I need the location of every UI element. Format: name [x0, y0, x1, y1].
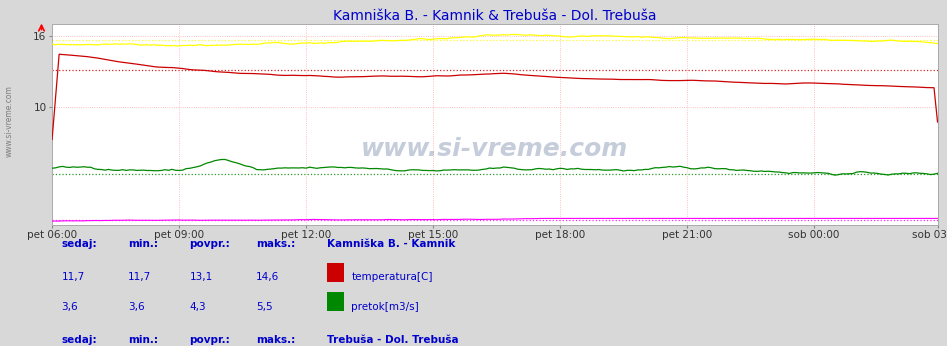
Text: 3,6: 3,6: [128, 302, 145, 312]
Text: pretok[m3/s]: pretok[m3/s]: [351, 302, 420, 312]
Text: www.si-vreme.com: www.si-vreme.com: [5, 85, 14, 157]
Text: 14,6: 14,6: [256, 272, 279, 282]
Text: sedaj:: sedaj:: [62, 335, 98, 345]
Text: 5,5: 5,5: [256, 302, 273, 312]
Text: povpr.:: povpr.:: [189, 335, 230, 345]
Text: maks.:: maks.:: [256, 335, 295, 345]
Text: sedaj:: sedaj:: [62, 239, 98, 249]
Text: Kamniška B. - Kamnik: Kamniška B. - Kamnik: [327, 239, 456, 249]
Text: 4,3: 4,3: [189, 302, 206, 312]
Text: maks.:: maks.:: [256, 239, 295, 249]
Title: Kamniška B. - Kamnik & Trebuša - Dol. Trebuša: Kamniška B. - Kamnik & Trebuša - Dol. Tr…: [333, 9, 656, 23]
Text: 13,1: 13,1: [189, 272, 213, 282]
Text: www.si-vreme.com: www.si-vreme.com: [361, 137, 629, 161]
Text: 3,6: 3,6: [62, 302, 79, 312]
Text: Trebuša - Dol. Trebuša: Trebuša - Dol. Trebuša: [327, 335, 458, 345]
Text: 11,7: 11,7: [62, 272, 85, 282]
Text: 11,7: 11,7: [128, 272, 152, 282]
Text: min.:: min.:: [128, 335, 158, 345]
Text: povpr.:: povpr.:: [189, 239, 230, 249]
Text: min.:: min.:: [128, 239, 158, 249]
Text: temperatura[C]: temperatura[C]: [351, 272, 433, 282]
